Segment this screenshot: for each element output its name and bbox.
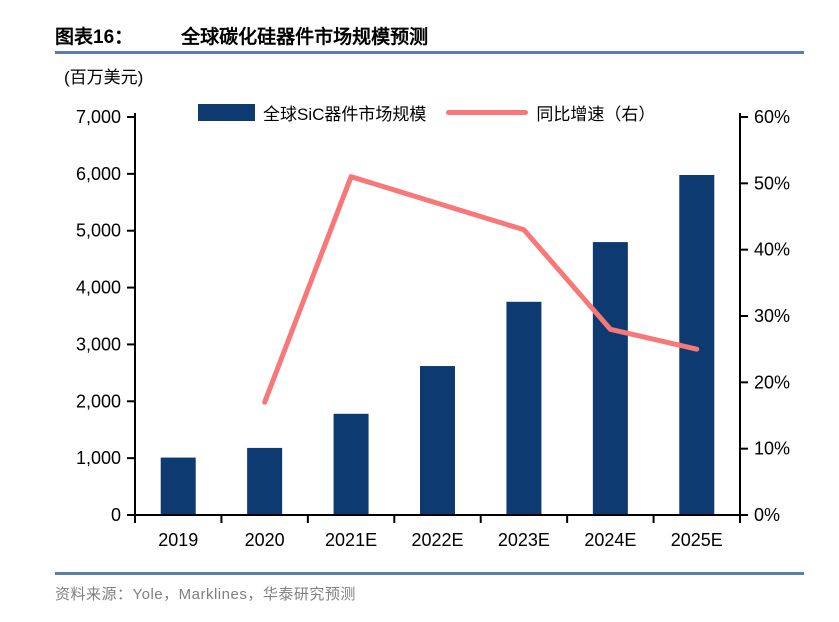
- left-axis-label: 3,000: [76, 334, 121, 354]
- figure-label: 图表16：: [55, 27, 134, 48]
- legend-line-swatch: [446, 110, 529, 115]
- figure-header: 图表16： 全球碳化硅器件市场规模预测: [55, 22, 428, 49]
- bar-2021E: [333, 413, 369, 515]
- figure-title: 全球碳化硅器件市场规模预测: [181, 27, 429, 48]
- x-axis-label: 2020: [245, 530, 285, 550]
- right-axis-label: 0%: [754, 505, 780, 525]
- bar-2019: [160, 457, 196, 515]
- right-axis-label: 50%: [754, 173, 790, 193]
- x-axis-label: 2023E: [498, 530, 550, 550]
- footer-divider: [55, 572, 804, 575]
- left-axis-label: 4,000: [76, 278, 121, 298]
- growth-line: [262, 174, 700, 405]
- left-axis-label: 5,000: [76, 221, 121, 241]
- title-divider: [55, 51, 804, 54]
- right-axis-label: 20%: [754, 372, 790, 392]
- right-axis-label: 60%: [754, 107, 790, 127]
- x-axis-label: 2019: [158, 530, 198, 550]
- left-axis-label: 6,000: [76, 164, 121, 184]
- bar-2024E: [592, 242, 628, 516]
- axis-unit-label: (百万美元): [64, 68, 144, 87]
- bar-2020: [247, 447, 283, 515]
- legend-bar-swatch: [198, 104, 255, 121]
- x-axis-label: 2022E: [411, 530, 463, 550]
- left-axis-label: 2,000: [76, 391, 121, 411]
- bar-2022E: [420, 366, 455, 515]
- legend-bar-label: 全球SiC器件市场规模: [263, 105, 427, 124]
- bar-2023E: [506, 301, 542, 515]
- left-axis-label: 1,000: [76, 448, 121, 468]
- x-axis-label: 2021E: [325, 530, 377, 550]
- left-axis-label: 7,000: [76, 107, 121, 127]
- legend-line-label: 同比增速（右）: [536, 105, 656, 124]
- chart-legend: 全球SiC器件市场规模 同比增速（右）: [198, 100, 655, 125]
- x-axis-label: 2025E: [671, 530, 723, 550]
- right-axis-label: 30%: [754, 306, 790, 326]
- right-axis-label: 10%: [754, 439, 790, 459]
- left-axis-label: 0: [111, 505, 121, 525]
- right-axis-label: 40%: [754, 240, 790, 260]
- source-note: 资料来源：Yole，Marklines，华泰研究预测: [55, 586, 356, 603]
- x-axis-label: 2024E: [584, 530, 636, 550]
